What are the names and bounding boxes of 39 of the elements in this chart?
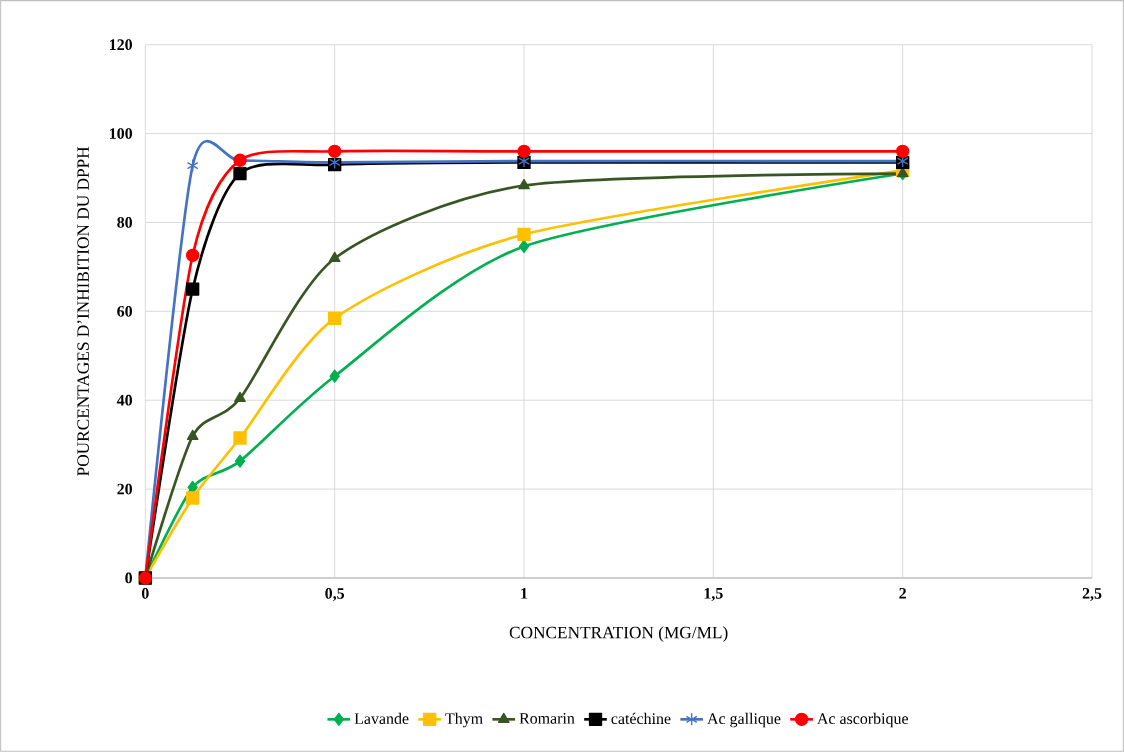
point <box>896 144 910 158</box>
y-tick-label: 40 <box>116 394 133 406</box>
y-tick-label: 20 <box>117 483 133 495</box>
point <box>186 282 200 296</box>
y-tick-label: 60 <box>117 305 133 317</box>
point <box>328 144 342 158</box>
point <box>329 369 340 383</box>
point <box>186 158 199 173</box>
x-axis-title: CONCENTRATION (MG/ML) <box>509 626 728 642</box>
point <box>234 391 246 403</box>
legend-label: Lavande <box>354 712 409 725</box>
point <box>517 227 531 242</box>
point <box>186 429 199 440</box>
point <box>518 178 530 190</box>
x-tick-label: 0,5 <box>325 588 345 602</box>
point <box>234 454 246 468</box>
point <box>186 248 200 262</box>
point <box>517 144 531 158</box>
point <box>233 166 247 181</box>
point <box>328 251 341 263</box>
x-tick-label: 2 <box>899 588 906 599</box>
y-tick-label: 120 <box>110 39 133 51</box>
y-tick-label: 100 <box>110 128 133 139</box>
x-tick-label: 0 <box>141 588 149 599</box>
legend-label: Romarin <box>519 713 575 724</box>
y-tick-label: 80 <box>117 217 133 228</box>
legend-label: Ac gallique <box>707 712 781 728</box>
legend-label: catéchine <box>611 712 671 725</box>
point <box>233 431 247 445</box>
x-tick-label: 2,5 <box>1082 588 1102 602</box>
x-tick-label: 1 <box>521 588 528 599</box>
legend-label: Ac ascorbique <box>817 712 908 728</box>
point <box>518 239 530 254</box>
y-axis-title: POURCENTAGES D’INHIBITION DU DPPH <box>77 146 89 476</box>
y-tick-label: 0 <box>125 572 133 584</box>
point <box>186 491 200 505</box>
point <box>328 311 342 326</box>
x-tick-label: 1,5 <box>704 588 723 602</box>
legend-label: Thym <box>445 712 483 728</box>
